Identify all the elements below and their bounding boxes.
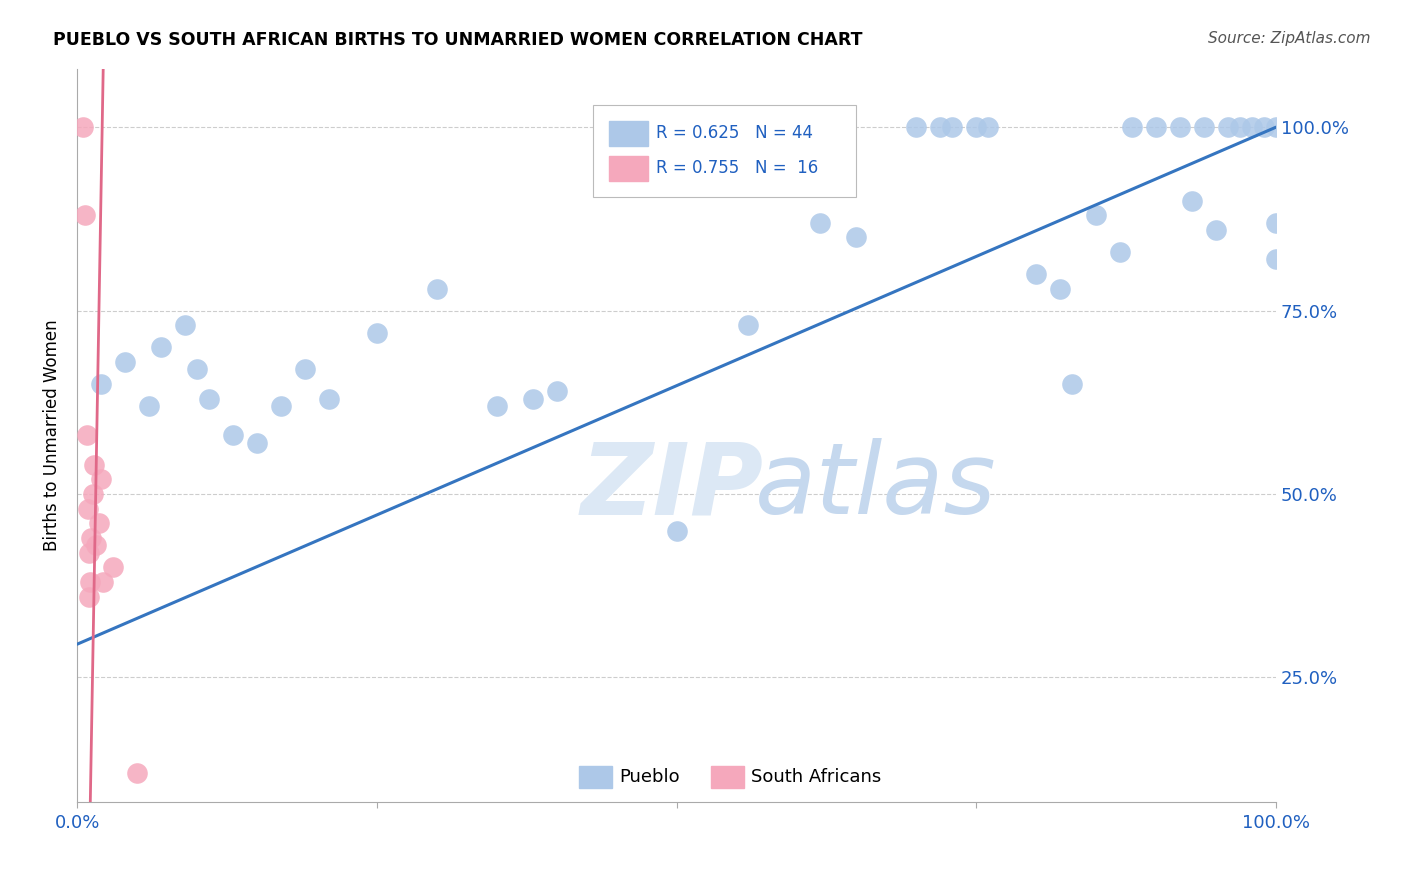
Point: [294, 362, 316, 376]
Point: [1109, 244, 1132, 259]
Point: [186, 362, 208, 376]
Point: [77, 545, 100, 559]
FancyBboxPatch shape: [592, 105, 856, 197]
Point: [1062, 376, 1084, 391]
Point: [977, 120, 1000, 135]
Y-axis label: Births to Unmarried Women: Births to Unmarried Women: [44, 319, 60, 551]
Text: South Africans: South Africans: [751, 768, 882, 786]
Point: [90, 472, 112, 486]
Point: [1025, 267, 1047, 281]
FancyBboxPatch shape: [711, 766, 744, 788]
Point: [1240, 120, 1263, 135]
Point: [125, 765, 148, 780]
Point: [174, 318, 197, 333]
Point: [1253, 120, 1275, 135]
Point: [1144, 120, 1167, 135]
Point: [80, 531, 103, 545]
Point: [87, 516, 110, 531]
Point: [101, 560, 124, 574]
Point: [426, 281, 449, 295]
Point: [77, 590, 100, 604]
Point: [845, 230, 868, 244]
Text: ZIP: ZIP: [581, 438, 763, 535]
FancyBboxPatch shape: [579, 766, 612, 788]
Point: [905, 120, 928, 135]
Text: Source: ZipAtlas.com: Source: ZipAtlas.com: [1208, 31, 1371, 46]
Point: [1181, 194, 1204, 208]
Point: [1265, 215, 1288, 229]
Point: [941, 120, 963, 135]
Point: [270, 399, 292, 413]
Text: R = 0.625   N = 44: R = 0.625 N = 44: [657, 124, 813, 142]
Point: [808, 215, 831, 229]
Point: [114, 355, 136, 369]
Point: [1192, 120, 1215, 135]
Point: [1229, 120, 1251, 135]
Point: [1121, 120, 1143, 135]
Point: [1205, 223, 1227, 237]
Point: [1265, 252, 1288, 267]
Point: [90, 376, 112, 391]
Point: [198, 392, 221, 406]
FancyBboxPatch shape: [609, 156, 648, 181]
Point: [1085, 208, 1108, 222]
Point: [84, 538, 107, 552]
Point: [1265, 120, 1288, 135]
Point: [366, 326, 388, 340]
Point: [150, 340, 173, 354]
Point: [318, 392, 340, 406]
Point: [72, 120, 94, 135]
Text: atlas: atlas: [755, 438, 995, 535]
Point: [138, 399, 160, 413]
Point: [1216, 120, 1239, 135]
Text: PUEBLO VS SOUTH AFRICAN BIRTHS TO UNMARRIED WOMEN CORRELATION CHART: PUEBLO VS SOUTH AFRICAN BIRTHS TO UNMARR…: [53, 31, 863, 49]
Text: Pueblo: Pueblo: [619, 768, 679, 786]
Point: [222, 428, 245, 442]
Point: [93, 574, 115, 589]
FancyBboxPatch shape: [609, 121, 648, 146]
Point: [82, 487, 104, 501]
Text: R = 0.755   N =  16: R = 0.755 N = 16: [657, 160, 818, 178]
Point: [965, 120, 987, 135]
Point: [77, 501, 100, 516]
Point: [1049, 281, 1071, 295]
Point: [83, 458, 105, 472]
Point: [485, 399, 508, 413]
Point: [522, 392, 544, 406]
Point: [737, 318, 759, 333]
Point: [1168, 120, 1191, 135]
Point: [546, 384, 568, 399]
Point: [246, 435, 269, 450]
Point: [75, 208, 97, 222]
Point: [665, 524, 688, 538]
Point: [929, 120, 952, 135]
Point: [76, 428, 98, 442]
Point: [79, 574, 101, 589]
